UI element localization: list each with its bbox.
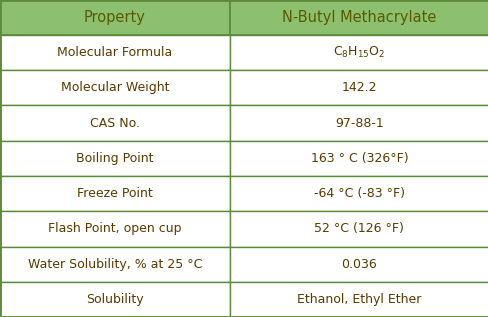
Bar bbox=[229, 70, 488, 106]
Bar bbox=[0, 35, 229, 70]
Text: 52 °C (126 °F): 52 °C (126 °F) bbox=[314, 222, 404, 236]
Text: $\mathregular{C_8H_{15}O_2}$: $\mathregular{C_8H_{15}O_2}$ bbox=[332, 45, 385, 60]
Text: 142.2: 142.2 bbox=[341, 81, 376, 94]
Bar bbox=[0, 70, 229, 106]
Text: Freeze Point: Freeze Point bbox=[77, 187, 152, 200]
Text: CAS No.: CAS No. bbox=[90, 117, 140, 130]
Text: 163 ° C (326°F): 163 ° C (326°F) bbox=[310, 152, 407, 165]
Bar bbox=[0, 0, 229, 35]
Bar bbox=[229, 176, 488, 211]
Bar bbox=[0, 141, 229, 176]
Bar bbox=[229, 211, 488, 247]
Text: 97-88-1: 97-88-1 bbox=[334, 117, 383, 130]
Text: Molecular Weight: Molecular Weight bbox=[61, 81, 169, 94]
Text: 0.036: 0.036 bbox=[341, 258, 377, 271]
Bar bbox=[0, 247, 229, 282]
Bar bbox=[0, 211, 229, 247]
Bar bbox=[229, 247, 488, 282]
Text: Solubility: Solubility bbox=[86, 293, 143, 306]
Bar bbox=[229, 106, 488, 141]
Text: N-Butyl Methacrylate: N-Butyl Methacrylate bbox=[282, 10, 436, 25]
Bar bbox=[229, 282, 488, 317]
Text: Ethanol, Ethyl Ether: Ethanol, Ethyl Ether bbox=[297, 293, 421, 306]
Bar bbox=[0, 106, 229, 141]
Text: Flash Point, open cup: Flash Point, open cup bbox=[48, 222, 182, 236]
Text: Boiling Point: Boiling Point bbox=[76, 152, 153, 165]
Text: Property: Property bbox=[84, 10, 145, 25]
Bar bbox=[0, 282, 229, 317]
Bar bbox=[0, 176, 229, 211]
Bar bbox=[229, 0, 488, 35]
Text: -64 °C (-83 °F): -64 °C (-83 °F) bbox=[313, 187, 404, 200]
Text: Water Solubility, % at 25 °C: Water Solubility, % at 25 °C bbox=[28, 258, 202, 271]
Bar bbox=[229, 141, 488, 176]
Bar bbox=[229, 35, 488, 70]
Text: Molecular Formula: Molecular Formula bbox=[57, 46, 172, 59]
